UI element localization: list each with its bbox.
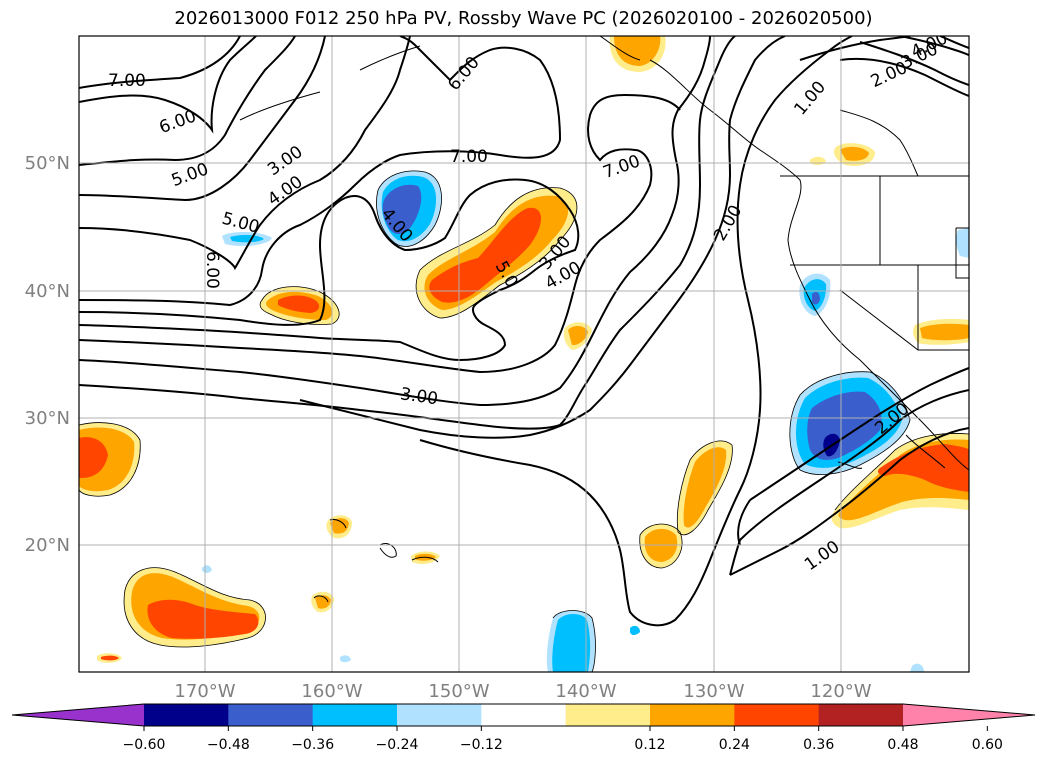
pv-contours <box>79 36 969 627</box>
colorbar-segment <box>903 704 1035 726</box>
colorbar-tick-label: 0.48 <box>887 737 918 753</box>
colorbar-tick-label: 0.12 <box>634 737 665 753</box>
lon-tick: 160°W <box>301 681 362 702</box>
map-area <box>79 36 969 672</box>
colorbar-segment <box>565 704 651 726</box>
colorbar-segment <box>228 704 314 726</box>
colorbar-segment <box>650 704 735 726</box>
colorbar-tick-label: −0.48 <box>207 737 250 753</box>
colorbar <box>11 703 1036 727</box>
contour-label: 6.00 <box>202 251 222 289</box>
map-border <box>78 35 970 673</box>
colorbar-tick-label: −0.12 <box>460 737 503 753</box>
colorbar-segment <box>312 704 398 726</box>
colorbar-segment <box>397 704 482 726</box>
anomaly-outlines <box>79 170 969 672</box>
colorbar-tick-label: 0.36 <box>803 737 834 753</box>
lat-tick: 20°N <box>25 535 70 556</box>
lon-tick: 150°W <box>428 681 489 702</box>
colorbar-segment <box>144 704 229 726</box>
graticule <box>79 36 969 672</box>
contour-label: 7.00 <box>108 71 146 91</box>
colorbar-tick-label: 0.24 <box>719 737 750 753</box>
lon-tick-labels: 170°W 160°W 150°W 140°W 130°W 120°W <box>174 681 871 702</box>
colorbar-tick-label: −0.36 <box>291 737 334 753</box>
colorbar-ticks: −0.60 −0.48 −0.36 −0.24 −0.12 0.12 0.24 0.36 0.4… <box>123 726 1003 753</box>
coastlines <box>239 36 969 603</box>
lat-tick: 30°N <box>25 408 70 429</box>
lon-tick: 140°W <box>555 681 616 702</box>
contour-label: 7.00 <box>450 147 488 167</box>
lat-tick: 50°N <box>25 153 70 174</box>
map-title: 2026013000 F012 250 hPa PV, Rossby Wave … <box>174 8 873 29</box>
lat-tick: 40°N <box>25 281 70 302</box>
lat-tick-labels: 50°N 40°N 30°N 20°N <box>25 153 70 556</box>
lon-tick: 170°W <box>174 681 235 702</box>
colorbar-segment <box>734 704 820 726</box>
colorbar-segment <box>12 704 144 726</box>
lon-tick: 120°W <box>810 681 871 702</box>
colorbar-tick-label: 0.60 <box>972 737 1003 753</box>
colorbar-segment <box>481 704 567 726</box>
anomaly-shading <box>79 36 969 672</box>
lon-tick: 130°W <box>683 681 744 702</box>
colorbar-segment <box>818 704 904 726</box>
colorbar-tick-label: −0.24 <box>376 737 419 753</box>
colorbar-tick-label: −0.60 <box>123 737 166 753</box>
